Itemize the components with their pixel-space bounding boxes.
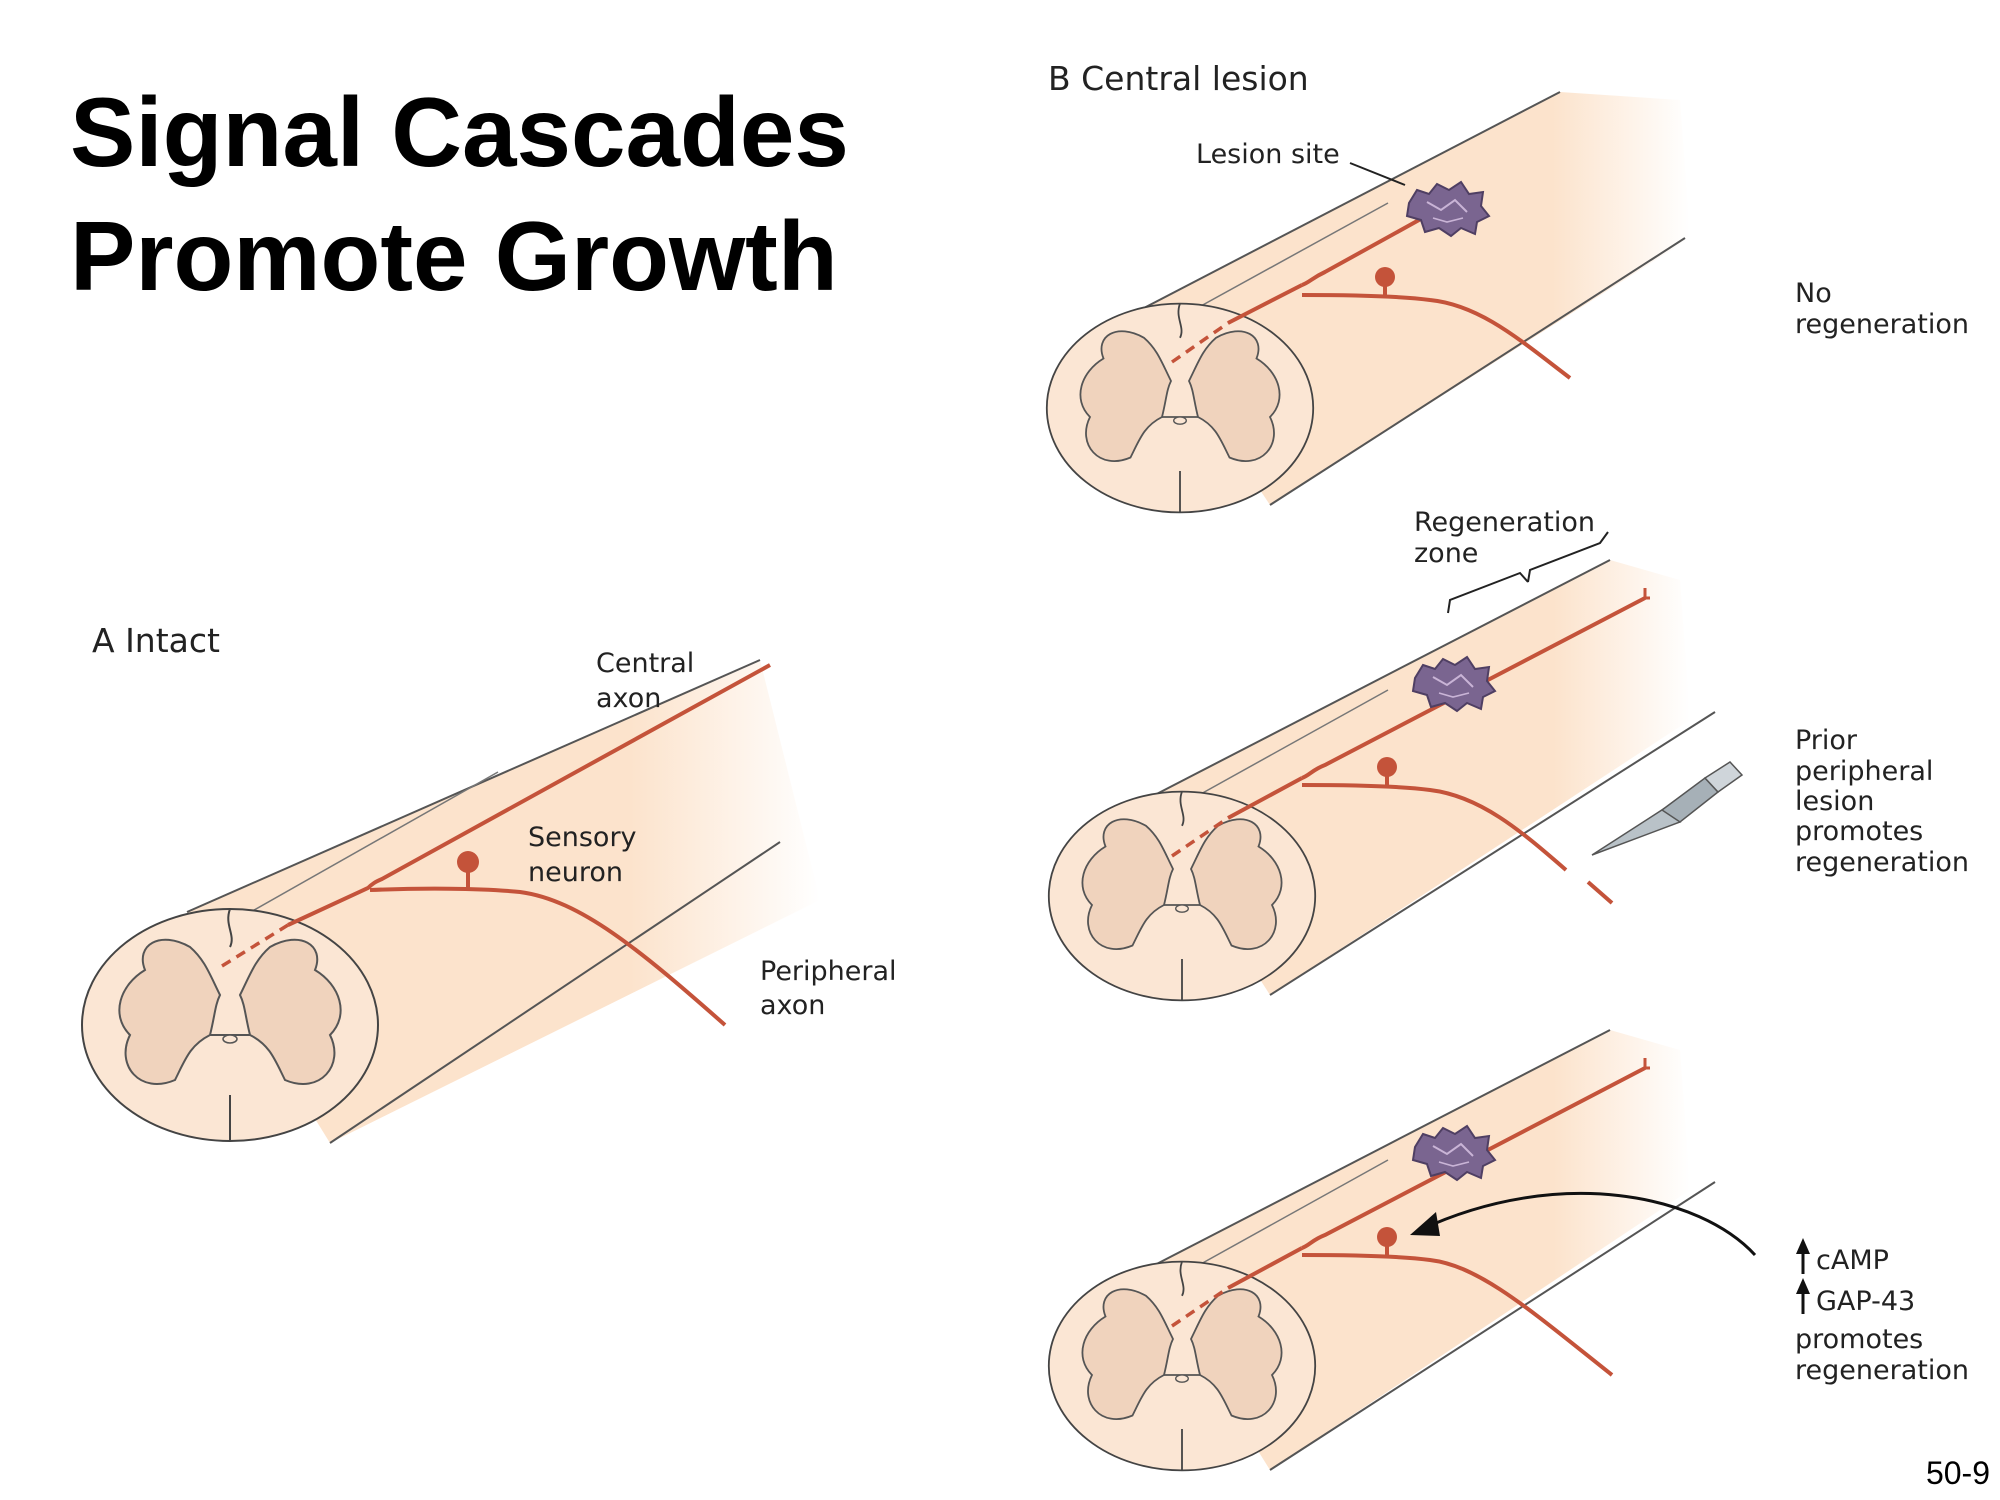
panel-a-sensory-neuron-soma [457, 851, 479, 873]
panel-a-peripheral-axon [369, 886, 727, 1027]
panel-b-label: B Central lesion [1048, 59, 1309, 98]
b1-axon-proximal [1227, 283, 1303, 325]
label-sensory-neuron-2: neuron [528, 857, 623, 888]
label-prior-peripheral-1: Prior [1795, 725, 1858, 756]
panel-a-intact: A Intact Central axon Sensory neuron Per… [81, 621, 897, 1144]
label-peripheral-axon-1: Peripheral [760, 956, 897, 987]
label-camp: cAMP [1816, 1245, 1889, 1276]
title-line-2: Promote Growth [70, 201, 838, 311]
panel-a-axon-dashed [221, 923, 289, 968]
panel-a-cord-bottom-edge [329, 841, 781, 1144]
panel-b-central-lesion: B Central lesion [1048, 59, 1309, 98]
label-central-axon-2: axon [596, 683, 661, 714]
b1-tract-line [1189, 202, 1389, 313]
b3-cross-section [1047, 1260, 1317, 1472]
label-no-regeneration-2: regeneration [1795, 309, 1969, 340]
b1-peripheral-axon [1301, 293, 1572, 380]
b1-cord-top-edge [1139, 91, 1561, 311]
b2-cord-bottom-edge [1269, 711, 1716, 996]
label-regeneration-zone-1: Regeneration [1414, 507, 1595, 538]
b2-sensory-neuron-soma [1377, 757, 1397, 777]
b2-cord-top-edge [1144, 559, 1611, 801]
camp-up-arrow-icon [1796, 1238, 1810, 1274]
label-prior-peripheral-3: lesion [1795, 786, 1874, 817]
label-no-regeneration-1: No [1795, 278, 1832, 309]
b2-axon-tip [1643, 588, 1650, 600]
b2-axon-dashed [1171, 816, 1229, 858]
b1-cross-section [1045, 302, 1315, 514]
b1-cord-bottom-edge [1269, 237, 1686, 506]
panel-a-label: A Intact [92, 621, 220, 660]
title-line-1: Signal Cascades [70, 77, 849, 187]
panel-a-tract-line [209, 771, 499, 936]
panel-b1-no-regeneration: Lesion site No regeneration [1045, 91, 1969, 514]
scalpel-icon [1591, 761, 1744, 856]
b3-arrowhead [1410, 1212, 1440, 1236]
label-central-axon-1: Central [596, 648, 694, 679]
b3-axon-tip [1643, 1058, 1650, 1070]
b3-cord-top-edge [1144, 1029, 1611, 1271]
b2-tract-line [1189, 689, 1389, 801]
panel-a-cross-section [81, 908, 379, 1142]
b3-peripheral-axon [1301, 1253, 1614, 1377]
b3-cord-bottom-edge [1269, 1181, 1716, 1471]
label-peripheral-axon-2: axon [760, 990, 825, 1021]
page-number: 50-9 [1925, 1455, 1990, 1491]
b2-peripheral-axon-cut-end [1586, 880, 1614, 905]
panel-b3-camp-gap43: cAMP GAP-43 promotes regeneration [1047, 1029, 1969, 1472]
regeneration-zone-bracket [1447, 531, 1609, 614]
panel-b2-prior-peripheral-lesion: Regeneration zone Prior peripheral lesio… [1047, 507, 1969, 1002]
b2-cross-section [1047, 790, 1317, 1002]
label-camp-promotes-2: regeneration [1795, 1355, 1969, 1386]
label-prior-peripheral-5: regeneration [1795, 847, 1969, 878]
b3-sensory-neuron-soma [1377, 1227, 1397, 1247]
b2-axon-proximal [1227, 776, 1303, 820]
panel-a-central-axon [287, 663, 771, 927]
slide-title: Signal Cascades Promote Growth [70, 70, 849, 318]
b2-central-axon-regenerated [1301, 596, 1646, 780]
b3-central-axon-regenerated [1301, 1066, 1646, 1250]
b3-axon-dashed [1171, 1286, 1229, 1328]
b3-tract-line [1189, 1159, 1389, 1271]
label-prior-peripheral-4: promotes [1795, 816, 1923, 847]
b2-peripheral-axon [1301, 783, 1568, 872]
b3-signal-arrow [1419, 1191, 1757, 1257]
label-prior-peripheral-2: peripheral [1795, 756, 1933, 787]
label-camp-promotes-1: promotes [1795, 1324, 1923, 1355]
b3-axon-proximal [1227, 1246, 1303, 1290]
b1-sensory-neuron-soma [1375, 267, 1395, 287]
label-lesion-site: Lesion site [1196, 139, 1340, 170]
b1-lesion-pointer [1349, 162, 1406, 186]
label-sensory-neuron-1: Sensory [528, 822, 637, 853]
b1-central-axon [1301, 213, 1429, 287]
gap43-up-arrow-icon [1796, 1278, 1810, 1314]
b1-axon-dashed [1170, 321, 1230, 364]
label-regeneration-zone-2: zone [1414, 538, 1478, 569]
label-gap43: GAP-43 [1816, 1286, 1915, 1317]
